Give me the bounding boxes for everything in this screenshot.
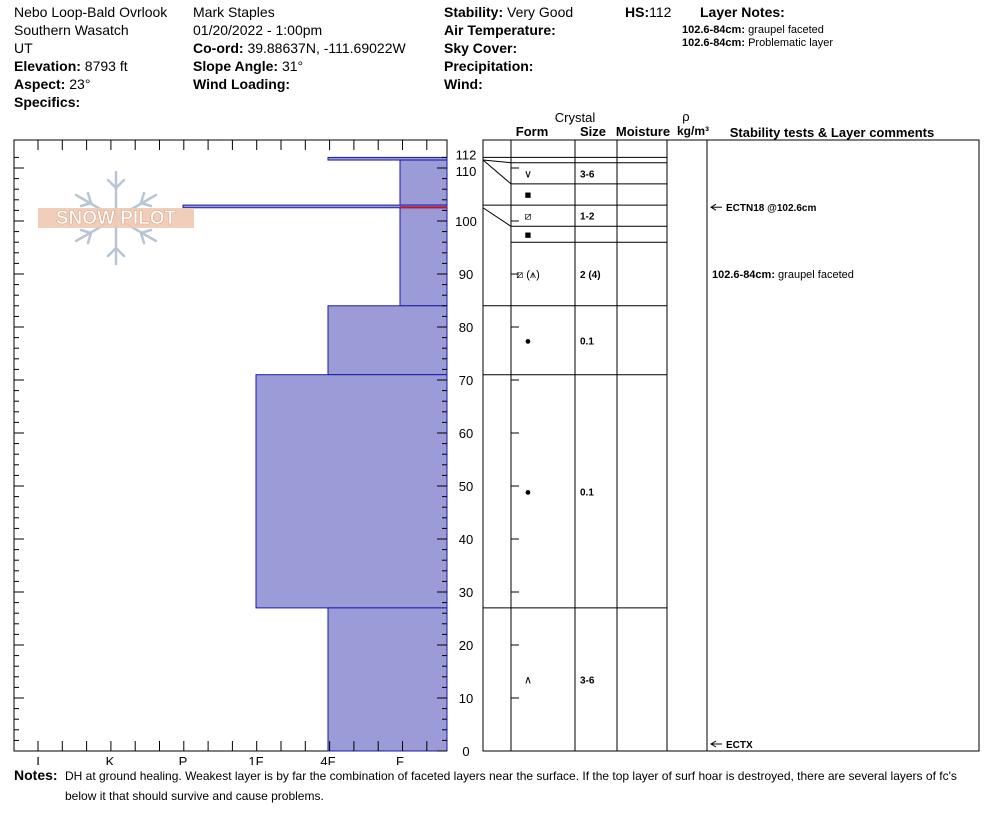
layer-note-range: 102.6-84cm: [682,37,745,49]
form-header: Form [516,124,549,139]
depth-tick-label: 30 [459,585,473,600]
depth-tick-label: 80 [459,320,473,335]
notes-text: DH at ground healing. Weakest layer is b… [65,769,957,803]
notes-label: Notes: [14,767,58,783]
stability-value: Very Good [507,4,574,20]
observation-datetime: 01/20/2022 - 1:00pm [193,22,323,38]
aspect-label: Aspect: [14,76,66,92]
grain-size-value: 0.1 [580,487,594,498]
specifics-label: Specifics: [14,94,81,110]
grain-form-symbol: ∧ [524,674,532,686]
aspect-value: 23° [69,76,91,92]
crystal-header: Crystal [555,110,596,125]
layer-comment-text: graupel faceted [778,269,854,281]
density-symbol: ρ [682,109,689,124]
sky-cover-label: Sky Cover: [444,40,518,56]
observer-name: Mark Staples [193,4,275,20]
grain-form-symbol: ● [525,335,532,347]
stability: Stability: Very Good [444,3,573,21]
stability-test-arrowhead [710,740,717,748]
stability-test-arrowhead [710,203,717,211]
coordinates: Co-ord: 39.88637N, -111.69022W [193,39,406,57]
layer-connector [482,159,512,164]
layer-note-1: 102.6-84cm: graupel faceted [682,24,824,37]
hardness-tick-label: I [36,754,40,765]
layer-note-text: graupel faceted [748,24,824,36]
size-header: Size [580,124,606,139]
depth-tick-label: 110 [456,164,477,179]
stability-test-label: ECTX [726,740,753,751]
svg-text:SNOW PILOT: SNOW PILOT [56,208,177,229]
grain-form-symbol: ⧄ [525,211,532,223]
depth-tick-label: 60 [459,426,473,441]
density-unit: kg/m³ [677,124,709,138]
layer-notes-label: Layer Notes: [700,4,785,20]
precipitation-label: Precipitation: [444,58,534,74]
aspect: Aspect: 23° [14,75,90,93]
slope-value: 31° [281,58,304,74]
depth-tick-label: 0 [462,744,469,759]
layer-note-range: 102.6-84cm: [682,24,745,36]
coord-value: 39.88637N, -111.69022W [247,40,406,56]
profile-notes: Notes: DH at ground healing. Weakest lay… [14,765,980,803]
layer-comment-range: 102.6-84cm: [712,269,778,281]
elevation-value: 8793 ft [84,58,128,74]
layer-connector [482,159,512,185]
hs-label: HS: [625,4,650,20]
elevation-label: Elevation: [14,58,81,74]
hardness-bar [327,156,448,161]
grain-form-symbol: ■ [525,190,532,202]
grain-size-value: 2 (4) [580,270,601,281]
mountain-range: Southern Wasatch [14,22,129,38]
layer-note-text: Problematic layer [748,37,834,49]
hardness-bar [327,305,448,376]
location-name: Nebo Loop-Bald Ovrlook [14,4,168,20]
stability-label: Stability: [444,4,504,20]
layer-connector [482,207,512,227]
hardness-tick-label: 1F [248,754,263,765]
comments-header: Stability tests & Layer comments [730,125,934,140]
hardness-bar [327,607,448,752]
snow-profile-chart: I K P 1F 4F F 0 10 20 30 40 50 60 70 80 90 100 110 112 Crys… [13,109,980,765]
hardness-tick-label: P [179,754,188,765]
wind-loading-label: Wind Loading: [193,76,291,92]
snow-height: HS:112 [625,3,671,21]
grain-form-symbol: ∨ [524,168,532,180]
wind-label: Wind: [444,76,483,92]
hardness-tick-label: F [396,754,404,765]
depth-tick-label: 40 [459,532,473,547]
air-temperature-label: Air Temperature: [444,22,556,38]
hardness-bar [399,207,448,307]
slope-label: Slope Angle: [193,58,279,74]
hardness-tick-label: 4F [320,754,335,765]
coord-label: Co-ord: [193,40,244,56]
stability-test-label: ECTN18 @102.6cm [726,203,816,214]
snowpilot-logo: SNOW PILOT [36,168,196,268]
layer-note-2: 102.6-84cm: Problematic layer [682,37,833,50]
hs-value: 112 [649,4,672,20]
depth-tick-label: 112 [456,147,477,162]
grain-size-value: 3-6 [580,169,595,180]
depth-tick-label: 70 [459,373,473,388]
hardness-bar [255,374,448,609]
slope-angle: Slope Angle: 31° [193,57,303,75]
elevation: Elevation: 8793 ft [14,57,128,75]
grain-size-value: 3-6 [580,675,595,686]
layer-table-frame [482,139,980,752]
state: UT [14,40,33,56]
depth-tick-label: 20 [459,638,473,653]
grain-size-value: 0.1 [580,336,594,347]
grain-form-symbol: ⧄ (⩚) [516,269,540,281]
depth-tick-label: 100 [455,214,477,229]
layer-comment: 102.6-84cm: graupel faceted [712,269,854,281]
depth-tick-label: 50 [459,479,473,494]
hardness-tick-label: K [106,754,115,765]
depth-tick-label: 90 [459,267,473,282]
grain-form-symbol: ■ [525,229,532,241]
hardness-bar [399,159,448,206]
moisture-header: Moisture [616,124,670,139]
depth-tick-label: 10 [459,691,473,706]
grain-size-value: 1-2 [580,212,595,223]
grain-form-symbol: ● [525,486,532,498]
